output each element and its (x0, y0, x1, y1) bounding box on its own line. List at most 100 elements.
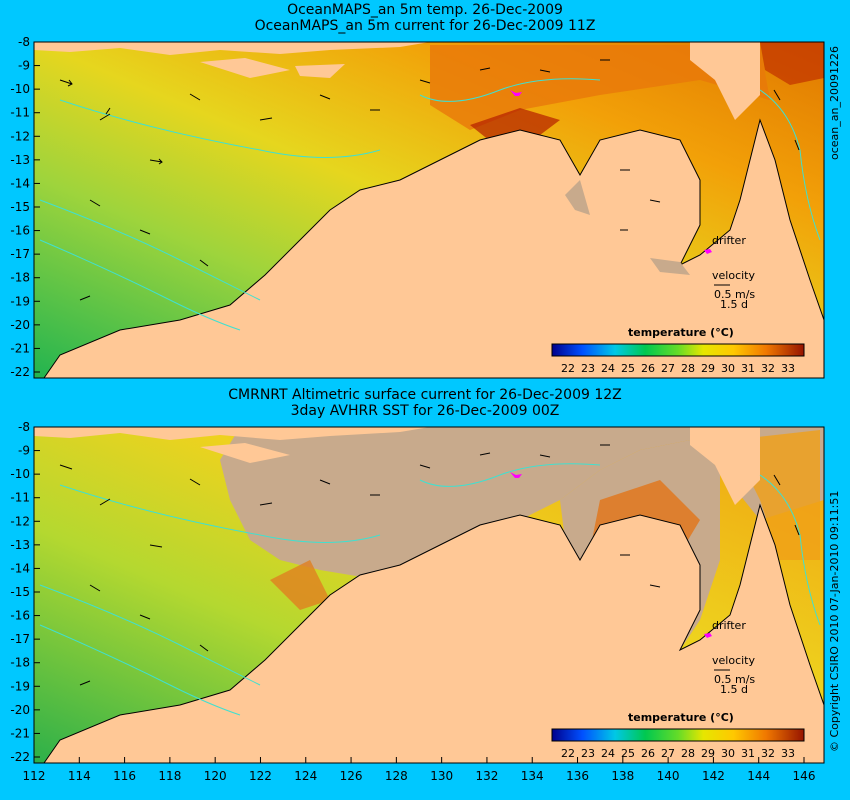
top-velocity-scale: 0.5 m/s (714, 288, 755, 301)
top-y-tick-label: -9 (18, 59, 30, 73)
top-colorbar-tick-label: 29 (701, 362, 715, 375)
top-colorbar-tick-label: 22 (561, 362, 575, 375)
bottom-drifter-legend-marker (704, 633, 712, 638)
bottom-y-tick-label: -9 (18, 444, 30, 458)
top-map-panel: drifter velocity 0.5 m/s 1.5 d temperatu… (10, 35, 825, 379)
x-tick-label: 118 (158, 769, 181, 783)
top-new-guinea (690, 42, 760, 120)
top-y-tick-label: -21 (10, 341, 30, 355)
bottom-y-tick-label: -12 (10, 514, 30, 528)
x-axis: 112 114 116 118 120 122 124 126 128 130 132 134 136 1… (23, 757, 816, 783)
bottom-colorbar-tick-label: 28 (681, 747, 695, 760)
bottom-y-tick-label: -19 (10, 679, 30, 693)
top-y-tick-label: -13 (10, 153, 30, 167)
top-north-islands (34, 42, 430, 55)
bottom-current-vectors (59, 444, 800, 686)
top-drifter-track (510, 90, 522, 96)
bottom-y-tick-label: -10 (10, 467, 30, 481)
top-y-tick-label: -17 (10, 247, 30, 261)
bottom-y-tick-label: -21 (10, 726, 30, 740)
top-y-tick-label: -12 (10, 129, 30, 143)
top-map-frame (33, 41, 825, 379)
top-y-tick-label: -16 (10, 224, 30, 238)
top-title-line2: OceanMAPS_an 5m current for 26-Dec-2009 … (254, 18, 596, 34)
top-y-tick-label: -20 (10, 318, 30, 332)
x-tick-label: 146 (793, 769, 816, 783)
x-tick-label: 114 (68, 769, 91, 783)
x-tick-label: 128 (385, 769, 408, 783)
bottom-y-tick-label: -11 (10, 491, 30, 505)
bottom-y-tick-label: -8 (18, 420, 30, 434)
top-hot-water (470, 108, 560, 145)
top-nodata-patch-2 (650, 258, 690, 275)
top-nodata-patch (565, 180, 590, 215)
top-colorbar-tick-label: 32 (761, 362, 775, 375)
x-tick-label: 120 (204, 769, 227, 783)
bottom-y-tick-label: -16 (10, 609, 30, 623)
bottom-colorbar-tick-label: 22 (561, 747, 575, 760)
top-colorbar-tick-label: 27 (661, 362, 675, 375)
top-bathymetry-contours (39, 78, 821, 331)
x-tick-label: 134 (521, 769, 544, 783)
bottom-velocity-scale: 0.5 m/s (714, 673, 755, 686)
bottom-colorbar-tick-label: 25 (621, 747, 635, 760)
top-colorbar-tick-label: 30 (721, 362, 735, 375)
bottom-new-guinea (690, 427, 760, 505)
bottom-drifter-track (510, 472, 522, 478)
top-y-tick-label: -11 (10, 106, 30, 120)
top-colorbar-ticks: 22 23 24 25 26 27 28 29 30 31 32 33 (561, 362, 795, 375)
bottom-colorbar-tick-label: 23 (581, 747, 595, 760)
bottom-colorbar-tick-label: 27 (661, 747, 675, 760)
bottom-title-line1: CMRNRT Altimetric surface current for 26… (228, 387, 622, 403)
bottom-colorbar-tick-label: 29 (701, 747, 715, 760)
bottom-velocity-label: velocity (712, 654, 755, 667)
top-hot-water-ne (760, 42, 824, 85)
bottom-colorbar-ticks: 22 23 24 25 26 27 28 29 30 31 32 33 (561, 747, 795, 760)
bottom-north-islands (34, 427, 430, 440)
top-warm-water (430, 45, 770, 130)
bottom-map-frame (33, 426, 825, 764)
top-drifter-legend-marker (704, 249, 712, 254)
bottom-y-tick-label: -17 (10, 632, 30, 646)
bottom-y-tick-label: -13 (10, 538, 30, 552)
top-y-tick-label: -15 (10, 200, 30, 214)
x-tick-label: 124 (294, 769, 317, 783)
top-island-timor (200, 58, 290, 78)
bottom-velocity-period: 1.5 d (720, 683, 748, 696)
bottom-nodata-region (220, 427, 824, 580)
x-tick-label: 144 (747, 769, 770, 783)
top-colorbar-tick-label: 28 (681, 362, 695, 375)
bottom-y-axis: -8 -9 -10 -11 -12 -13 -14 -15 -16 -17 -18 -19 -20 -21… (10, 420, 40, 764)
bottom-australia-land (43, 503, 825, 764)
bottom-colorbar-tick-label: 31 (741, 747, 755, 760)
bottom-warm-patch-w (270, 560, 330, 610)
top-colorbar-tick-label: 26 (641, 362, 655, 375)
x-tick-label: 112 (23, 769, 46, 783)
bottom-colorbar-tick-label: 30 (721, 747, 735, 760)
top-y-tick-label: -8 (18, 35, 30, 49)
x-tick-label: 116 (113, 769, 136, 783)
top-colorbar-tick-label: 31 (741, 362, 755, 375)
top-y-tick-label: -14 (10, 176, 30, 190)
bottom-colorbar-tick-label: 32 (761, 747, 775, 760)
top-title-line1: OceanMAPS_an 5m temp. 26-Dec-2009 (287, 2, 563, 18)
top-colorbar (551, 343, 805, 357)
bottom-colorbar (551, 728, 805, 742)
bottom-island-timor (200, 443, 290, 463)
x-tick-label: 136 (566, 769, 589, 783)
top-island-small (295, 64, 345, 78)
bottom-y-tick-label: -14 (10, 561, 30, 575)
bottom-y-tick-label: -15 (10, 585, 30, 599)
x-tick-label: 122 (249, 769, 272, 783)
bottom-colorbar-tick-label: 33 (781, 747, 795, 760)
bottom-title-line2: 3day AVHRR SST for 26-Dec-2009 00Z (290, 403, 560, 419)
top-colorbar-tick-label: 24 (601, 362, 615, 375)
bottom-colorbar-title: temperature (°C) (628, 711, 734, 724)
top-velocity-label: velocity (712, 269, 755, 282)
bottom-y-tick-label: -20 (10, 703, 30, 717)
top-drifter-label: drifter (712, 234, 746, 247)
top-australia-land (43, 118, 825, 379)
top-y-tick-label: -19 (10, 294, 30, 308)
bottom-colorbar-tick-label: 24 (601, 747, 615, 760)
